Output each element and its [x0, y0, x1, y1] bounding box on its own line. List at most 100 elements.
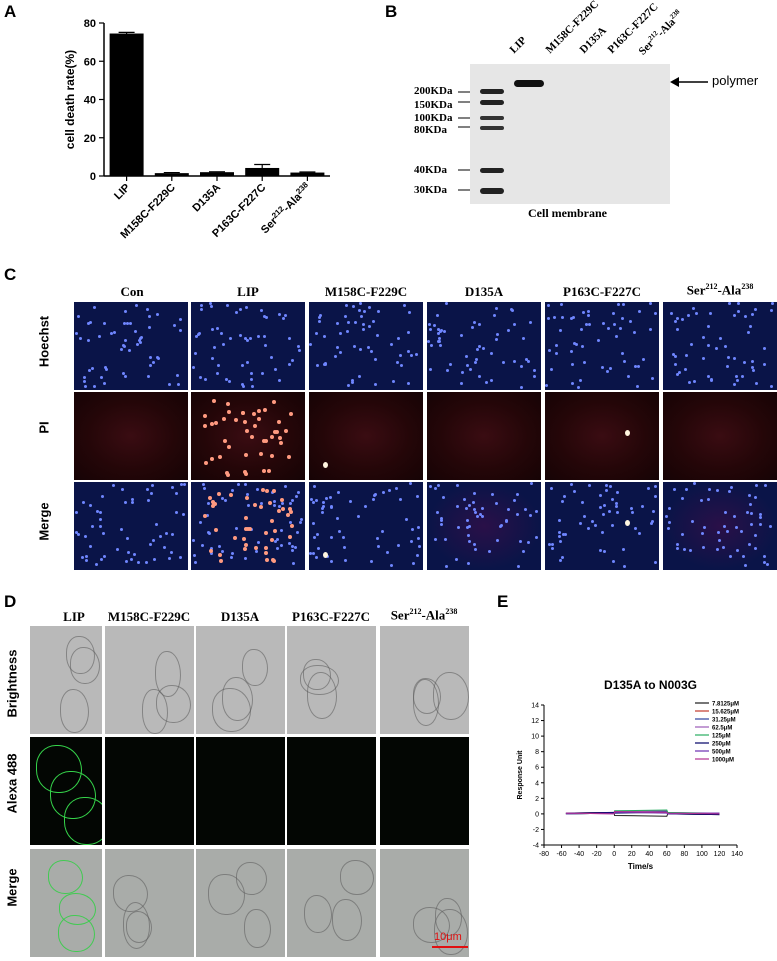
- nucleus-dot: [127, 349, 131, 353]
- nucleus-dot: [371, 497, 375, 501]
- y-axis-label: cell death rate(%): [63, 50, 77, 149]
- nucleus-dot: [415, 553, 419, 557]
- nucleus-dot: [750, 360, 754, 364]
- scale-bar-label: 10μm: [434, 931, 462, 943]
- nucleus-dot: [561, 555, 565, 559]
- nucleus-dot: [684, 368, 688, 372]
- nucleus-dot: [414, 353, 418, 357]
- nucleus-dot: [464, 354, 468, 358]
- nucleus-dot: [649, 302, 653, 306]
- nucleus-dot: [311, 551, 315, 555]
- nucleus-dot: [478, 323, 482, 327]
- nucleus-dot: [449, 363, 453, 367]
- nucleus-dot: [555, 351, 559, 355]
- nucleus-dot: [710, 379, 714, 383]
- nucleus-dot: [123, 338, 127, 342]
- nucleus-dot: [560, 499, 564, 503]
- nucleus-dot: [216, 371, 220, 375]
- nucleus-dot: [89, 503, 93, 507]
- nucleus-dot: [735, 548, 739, 552]
- nucleus-dot: [515, 512, 519, 516]
- nucleus-dot: [194, 560, 198, 564]
- nucleus-dot: [751, 366, 755, 370]
- nucleus-dot: [436, 331, 440, 335]
- nucleus-dot: [741, 555, 745, 559]
- y-tick-label: -2: [533, 827, 539, 834]
- nucleus-dot: [359, 302, 363, 306]
- nucleus-dot: [692, 306, 696, 310]
- nucleus-dot: [475, 348, 479, 352]
- nucleus-dot: [242, 385, 246, 389]
- nucleus-dot: [473, 320, 477, 324]
- nucleus-dot: [474, 360, 478, 364]
- row-head-alexa: Alexa 488: [4, 753, 20, 814]
- pi-dot: [280, 497, 285, 502]
- nucleus-dot: [582, 310, 586, 314]
- nucleus-dot: [272, 500, 276, 504]
- nucleus-dot: [455, 558, 459, 562]
- nucleus-dot: [375, 537, 379, 541]
- nucleus-dot: [474, 548, 478, 552]
- nucleus-dot: [614, 335, 618, 339]
- nucleus-dot: [602, 322, 606, 326]
- nucleus-dot: [561, 532, 565, 536]
- pi-dot: [243, 469, 248, 474]
- nucleus-dot: [415, 495, 419, 499]
- nucleus-dot: [181, 512, 185, 516]
- pi-dot: [203, 414, 208, 419]
- nucleus-dot: [148, 356, 152, 360]
- nucleus-dot: [725, 529, 729, 533]
- nucleus-dot: [739, 530, 743, 534]
- nucleus-dot: [546, 303, 550, 307]
- col-head-d-lip: LIP: [63, 609, 85, 624]
- nucleus-dot: [211, 327, 215, 331]
- cell-outline: [412, 678, 442, 715]
- nucleus-dot: [427, 339, 430, 343]
- nucleus-dot: [116, 548, 120, 552]
- pi-dot: [253, 423, 258, 428]
- marker-band: [480, 188, 504, 194]
- nucleus-dot: [457, 525, 461, 529]
- nucleus-dot: [300, 517, 304, 521]
- nucleus-dot: [293, 546, 297, 550]
- nucleus-dot: [211, 357, 215, 361]
- nucleus-dot: [749, 503, 753, 507]
- pi-dot: [208, 549, 213, 554]
- nucleus-dot: [368, 325, 372, 329]
- nucleus-dot: [288, 521, 292, 525]
- marker-band: [480, 116, 504, 120]
- marker-label: 30KDa: [414, 184, 447, 196]
- confocal-tile: [105, 737, 194, 845]
- nucleus-dot: [394, 487, 398, 491]
- pi-dot: [243, 546, 248, 551]
- nucleus-dot: [178, 555, 182, 559]
- nucleus-dot: [706, 324, 710, 328]
- cell-outline: [244, 909, 271, 948]
- nucleus-dot: [249, 337, 253, 341]
- nucleus-dot: [754, 495, 758, 499]
- cell-outline: [208, 874, 245, 916]
- nucleus-dot: [133, 552, 137, 556]
- nucleus-dot: [676, 543, 680, 547]
- nucleus-dot: [603, 504, 607, 508]
- nucleus-dot: [577, 385, 581, 389]
- nucleus-dot: [667, 507, 671, 511]
- nucleus-dot: [708, 487, 712, 491]
- nucleus-dot: [246, 339, 250, 343]
- nucleus-dot: [437, 339, 441, 343]
- marker-label: 80KDa: [414, 124, 447, 136]
- y-tick-label: 40: [84, 95, 96, 107]
- nucleus-dot: [370, 349, 374, 353]
- nucleus-dot: [533, 369, 537, 373]
- nucleus-dot: [429, 328, 433, 332]
- nucleus-dot: [92, 384, 96, 388]
- nucleus-dot: [472, 543, 476, 547]
- nucleus-dot: [77, 533, 81, 537]
- nucleus-dot: [609, 485, 613, 489]
- nucleus-dot: [559, 303, 563, 307]
- nucleus-dot: [356, 514, 360, 518]
- nucleus-dot: [436, 511, 440, 515]
- nucleus-dot: [396, 543, 400, 547]
- nucleus-dot: [637, 532, 641, 536]
- legend-entry: 15.625μM: [712, 710, 739, 716]
